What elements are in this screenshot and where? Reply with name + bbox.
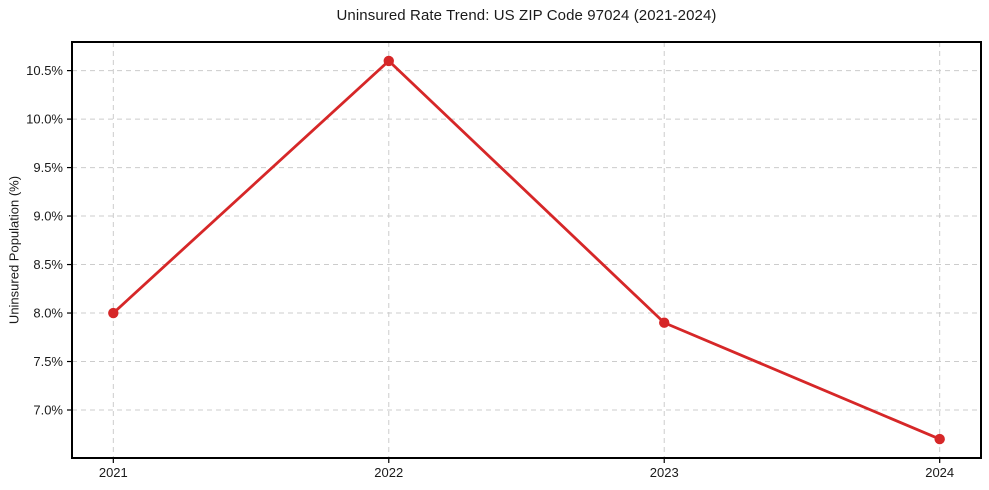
x-tick-label: 2021 <box>99 465 128 480</box>
plot-border <box>71 41 982 459</box>
y-tick-label: 9.0% <box>33 209 63 224</box>
y-tick-label: 7.0% <box>33 403 63 418</box>
y-tick-label: 10.5% <box>26 63 63 78</box>
data-point-marker <box>659 317 670 328</box>
x-tick-label: 2023 <box>650 465 679 480</box>
data-point-marker <box>108 307 119 319</box>
data-point-marker <box>383 55 394 67</box>
y-tick-label: 8.5% <box>33 257 63 272</box>
series-line <box>111 59 942 441</box>
data-point-marker <box>934 433 945 445</box>
x-tick-label: 2022 <box>374 465 403 480</box>
y-tick-label: 9.5% <box>33 160 63 175</box>
x-tick-label: 2024 <box>925 465 954 480</box>
y-tick-label: 8.0% <box>33 306 63 321</box>
y-tick-label: 10.0% <box>26 112 63 127</box>
chart-title: Uninsured Rate Trend: US ZIP Code 97024 … <box>336 7 717 24</box>
y-tick-label: 7.5% <box>33 354 63 369</box>
